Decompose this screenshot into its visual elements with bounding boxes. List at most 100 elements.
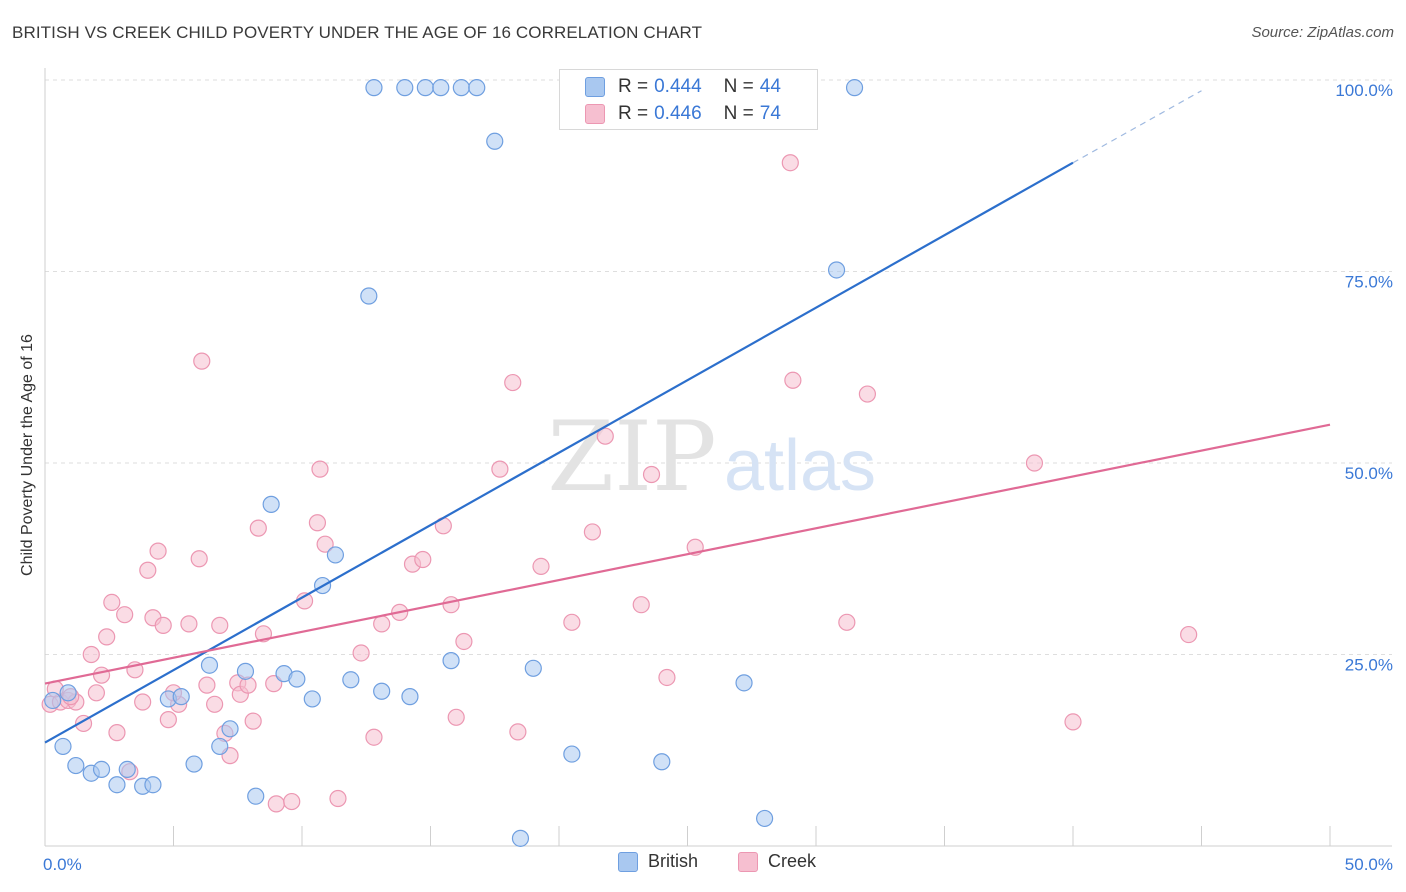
british-point [653, 753, 671, 771]
british-point [200, 656, 219, 674]
british-point [342, 671, 360, 689]
creek-point [455, 632, 473, 651]
creek-point [159, 711, 177, 729]
british-point [303, 690, 321, 708]
creek-point [267, 795, 285, 813]
british-r-label: R = [618, 76, 649, 97]
creek-n-label: N = [723, 103, 754, 124]
creek-point [98, 628, 116, 646]
creek-point [642, 465, 661, 484]
creek-point [781, 154, 799, 172]
creek-point [838, 613, 856, 631]
creek-point [283, 792, 301, 811]
creek-point [504, 373, 522, 392]
creek-point [265, 675, 283, 693]
creek-n-value: 74 [759, 103, 781, 124]
british-point [118, 760, 136, 779]
british-point [144, 776, 162, 794]
creek-point [154, 616, 172, 634]
british-point [486, 132, 504, 150]
creek-point [658, 668, 676, 687]
creek-point [198, 676, 216, 694]
watermark-atlas: atlas [724, 426, 876, 506]
creek-point [190, 550, 208, 568]
creek-point [134, 693, 152, 711]
british-points [44, 79, 864, 847]
british-point [67, 756, 85, 775]
creek-r-label: R = [618, 103, 649, 124]
creek-point [103, 593, 121, 612]
creek-point [311, 460, 329, 478]
creek-point [108, 724, 126, 742]
chart-title: BRITISH VS CREEK CHILD POVERTY UNDER THE… [12, 23, 703, 42]
british-point [755, 809, 774, 828]
creek-point [92, 666, 111, 684]
british-point [92, 760, 111, 779]
x-tick-label-end: 50.0% [1345, 855, 1393, 874]
british-point [396, 79, 414, 97]
creek-point [149, 542, 167, 560]
british-point [452, 79, 470, 97]
british-trend-line [44, 161, 1074, 744]
creek-point [206, 695, 224, 713]
creek-point [583, 523, 602, 541]
creek-trend-line [44, 423, 1331, 685]
gridlines [45, 79, 1392, 655]
bottom-creek-swatch [738, 851, 758, 872]
trend-lines [44, 90, 1331, 744]
british-point [524, 659, 542, 677]
x-tick-label-start: 0.0% [43, 855, 82, 874]
creek-point [532, 557, 550, 576]
tick-labels: 25.0% 50.0% 75.0% 100.0% 0.0% 50.0% [43, 81, 1393, 874]
creek-point [447, 708, 465, 726]
creek-point [784, 371, 802, 389]
legend-row-british: R = 0.444 N = 44 [585, 75, 781, 99]
creek-swatch [585, 104, 605, 124]
creek-point [180, 615, 198, 633]
y-tick-label: 50.0% [1345, 464, 1393, 483]
creek-point [1025, 454, 1044, 472]
british-point [373, 682, 391, 700]
axes [44, 68, 1392, 847]
british-point [735, 674, 753, 692]
bottom-british-label: British [648, 851, 699, 871]
british-point [288, 670, 306, 688]
british-point [211, 737, 229, 756]
creek-point [116, 606, 134, 624]
creek-point [1064, 713, 1082, 731]
creek-point [365, 728, 383, 746]
british-point [236, 662, 255, 680]
creek-point [858, 385, 877, 403]
british-point [845, 79, 864, 97]
watermark-zip: ZIP [547, 401, 716, 513]
creek-point [82, 645, 100, 664]
british-point [247, 787, 265, 805]
british-point [827, 261, 846, 279]
creek-point [249, 519, 267, 537]
creek-point [632, 596, 650, 614]
british-point [432, 79, 450, 97]
british-point [108, 776, 126, 794]
stats-legend: R = 0.444 N = 44 R = 0.446 N = 74 [559, 69, 818, 130]
british-trend-extension [1072, 90, 1202, 164]
creek-point [139, 561, 157, 579]
creek-r-value: 0.446 [654, 103, 702, 124]
creek-point [244, 712, 262, 730]
creek-point [316, 535, 334, 553]
y-tick-label: 100.0% [1335, 81, 1393, 100]
british-n-value: 44 [759, 76, 781, 97]
british-swatch [585, 77, 605, 97]
british-point [468, 79, 486, 97]
british-point [326, 546, 345, 564]
creek-point [193, 352, 211, 370]
bottom-creek-label: Creek [768, 851, 817, 871]
british-point [442, 652, 460, 670]
british-point [54, 737, 72, 756]
creek-point [414, 550, 432, 569]
british-point [44, 691, 62, 710]
creek-point [1180, 625, 1198, 644]
legend-row-creek: R = 0.446 N = 74 [585, 102, 781, 126]
creek-point [211, 616, 229, 634]
creek-point [563, 613, 581, 631]
creek-point [329, 789, 347, 808]
